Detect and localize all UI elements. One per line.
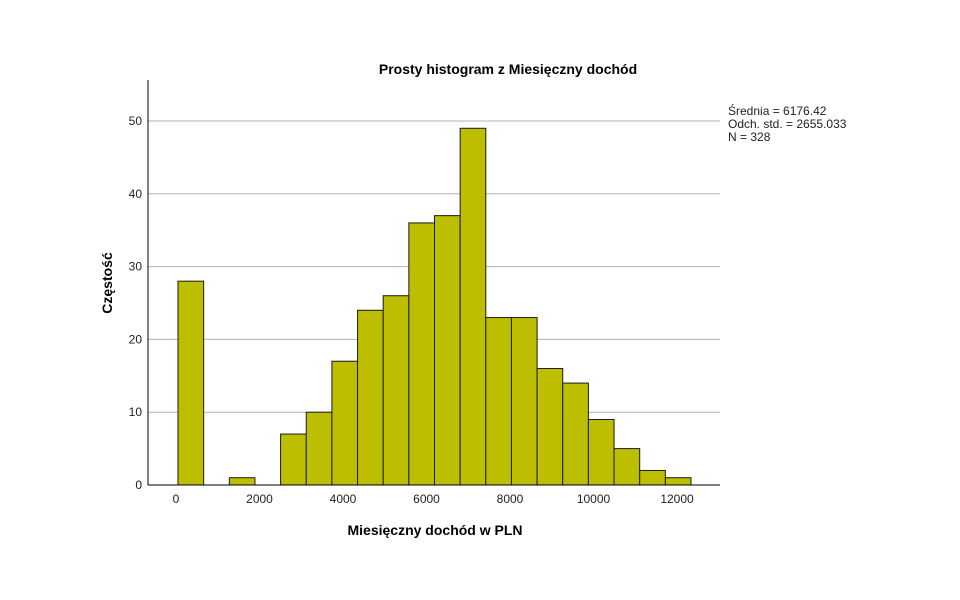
y-tick-label: 40 [129, 187, 143, 201]
x-tick-label: 10000 [577, 492, 611, 506]
histogram-bar [228, 477, 256, 486]
stats-box: Średnia = 6176.42 Odch. std. = 2655.033 … [728, 103, 847, 144]
histogram-bar [485, 317, 512, 486]
y-axis-title: Częstość [99, 252, 115, 314]
histogram-bar [382, 295, 410, 486]
histogram-bar [536, 368, 564, 486]
x-tick-label: 8000 [497, 492, 524, 506]
histogram-bar [331, 360, 359, 486]
y-tick-labels: 0 10 20 30 40 50 [129, 114, 143, 492]
histogram-bar [613, 448, 641, 486]
histogram-bar [177, 280, 205, 486]
histogram-bar [664, 477, 692, 486]
bars [177, 127, 692, 486]
histogram-bar [510, 317, 538, 486]
histogram-bar [280, 433, 307, 486]
histogram-bar [562, 382, 589, 486]
stats-n: N = 328 [728, 130, 771, 144]
x-tick-label: 6000 [413, 492, 440, 506]
y-tick-label: 0 [135, 478, 142, 492]
x-tick-labels: 0 2000 4000 6000 8000 10000 12000 [173, 492, 694, 506]
histogram-bar [459, 127, 487, 486]
histogram-bar [434, 215, 461, 486]
histogram-bar [305, 411, 333, 486]
x-tick-label: 0 [173, 492, 180, 506]
histogram-bar [587, 418, 615, 486]
histogram-bar [639, 469, 666, 486]
histogram-bar [357, 309, 384, 486]
y-tick-label: 20 [129, 332, 143, 346]
x-tick-label: 2000 [246, 492, 273, 506]
stats-mean: Średnia = 6176.42 [728, 103, 827, 118]
x-tick-label: 4000 [330, 492, 357, 506]
stats-std: Odch. std. = 2655.033 [728, 117, 847, 131]
x-tick-label: 12000 [660, 492, 694, 506]
histogram-bar [408, 222, 436, 486]
y-tick-label: 10 [129, 405, 143, 419]
axes [147, 80, 720, 486]
y-tick-label: 30 [129, 260, 143, 274]
y-tick-label: 50 [129, 114, 143, 128]
chart-title: Prosty histogram z Miesięczny dochód [379, 61, 637, 77]
x-axis-title: Miesięczny dochód w PLN [347, 522, 522, 538]
